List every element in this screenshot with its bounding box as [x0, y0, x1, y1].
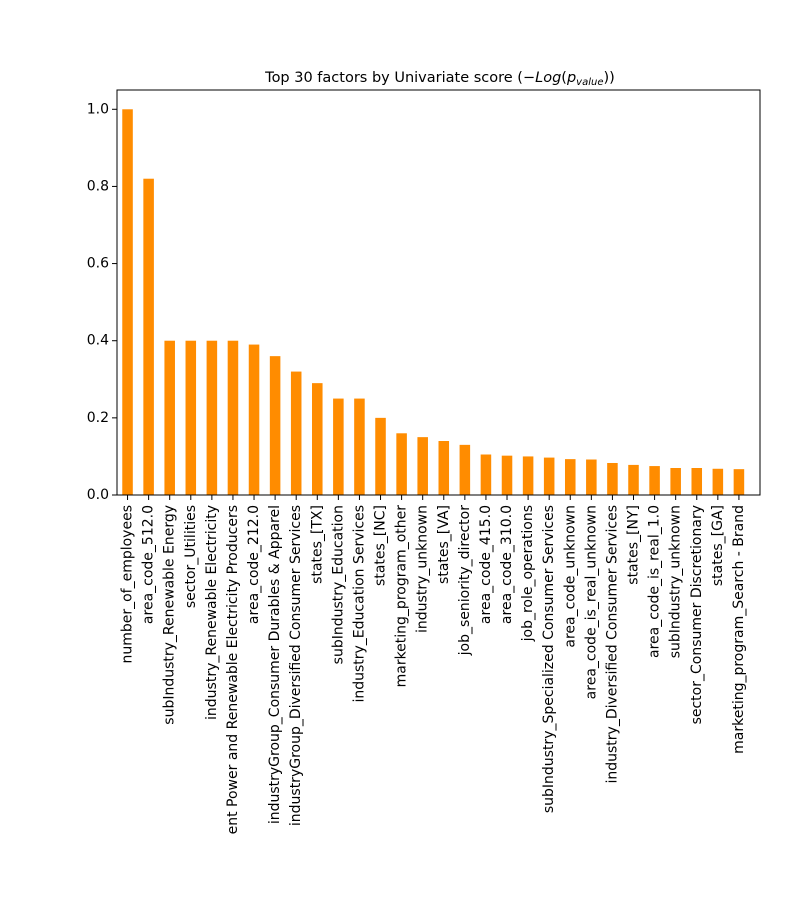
x-tick-label-8: industryGroup_Diversified Consumer Servi…: [288, 505, 304, 826]
bar-13: [396, 433, 407, 495]
x-tick-label-27: sector_Consumer Discretionary: [689, 505, 705, 724]
bar-12: [375, 417, 386, 495]
bar-10: [333, 398, 344, 495]
x-tick-label-18: area_code_310.0: [499, 505, 515, 624]
x-tick-label-14: industry_unknown: [415, 505, 431, 633]
x-tick-label-26: subIndustry_unknown: [668, 505, 684, 658]
x-tick-label-9: states_[TX]: [309, 505, 325, 584]
x-tick-label-21: area_code_unknown: [562, 505, 578, 648]
bar-16: [459, 444, 471, 495]
plot-frame: [116, 89, 761, 496]
x-tick-label-28: states_[GA]: [710, 505, 726, 586]
x-tick-label-15: states_[VA]: [436, 505, 452, 584]
bar-18: [501, 455, 513, 495]
bar-11: [354, 398, 365, 495]
bar-4: [206, 340, 218, 495]
x-tick-label-19: job_role_operations: [520, 505, 536, 642]
bar-17: [480, 454, 492, 495]
bar-14: [417, 437, 428, 495]
chart-title-close-paren: )): [604, 70, 615, 86]
chart-title-p: p: [566, 70, 576, 86]
x-tick-label-16: job_seniority_director: [457, 505, 473, 657]
chart-title-log: Log: [535, 70, 561, 86]
bar-1: [143, 178, 154, 495]
x-axis: number_of_employees area_code_512.0 subInd…: [120, 495, 747, 834]
x-tick-label-17: area_code_415.0: [478, 505, 494, 624]
x-tick-label-20: subIndustry_Specialized Consumer Service…: [541, 505, 557, 813]
chart-title-minus: −: [523, 70, 535, 86]
y-axis: 0.0 0.2 0.4 0.6 0.8 1.0: [87, 101, 117, 503]
bar-7: [269, 356, 281, 495]
bar-25: [649, 466, 660, 495]
bar-28: [712, 468, 724, 495]
bar-22: [586, 459, 597, 495]
x-tick-label-5: ent Power and Renewable Electricity Prod…: [225, 505, 241, 834]
bar-19: [522, 456, 534, 495]
chart-title-prefix: Top 30 factors by Univariate score (: [264, 70, 523, 86]
bar-8: [290, 371, 302, 495]
x-tick-label-12: states_[NC]: [373, 505, 389, 586]
bar-23: [607, 462, 618, 495]
bar-27: [691, 468, 703, 495]
x-tick-label-24: states_[NY]: [626, 505, 642, 585]
x-tick-label-13: marketing_program_other: [394, 505, 410, 688]
x-tick-label-25: area_code_is_real_1.0: [647, 505, 663, 658]
bar-15: [438, 441, 450, 495]
bar-6: [248, 344, 260, 495]
bar-0: [122, 109, 133, 495]
bar-21: [564, 459, 576, 495]
bar-20: [543, 457, 555, 495]
bar-24: [628, 464, 639, 495]
x-tick-label-23: industry_Diversified Consumer Services: [604, 505, 620, 784]
x-tick-label-10: subIndustry_Education: [330, 505, 346, 664]
bars-group: [122, 109, 745, 495]
x-tick-label-6: area_code_212.0: [246, 505, 262, 624]
x-tick-label-4: industry_Renewable Electricity: [204, 505, 220, 720]
x-tick-label-29: marketing_program_Search - Brand: [731, 505, 747, 754]
chart-title-subscript: value: [576, 77, 603, 88]
y-tick-label-3: 0.6: [87, 256, 109, 272]
y-tick-label-1: 0.2: [87, 410, 109, 426]
y-tick-label-4: 0.8: [87, 178, 109, 194]
bar-2: [164, 340, 175, 495]
y-tick-label-0: 0.0: [87, 487, 109, 503]
bar-5: [227, 340, 239, 495]
x-tick-label-1: area_code_512.0: [141, 505, 157, 624]
chart-title: Top 30 factors by Univariate score (−Log…: [264, 70, 615, 88]
x-tick-label-7: industryGroup_Consumer Durables & Appare…: [267, 505, 283, 824]
x-tick-label-11: industry_Education Services: [351, 505, 367, 703]
x-tick-label-22: area_code_is_real_unknown: [583, 505, 599, 699]
bar-9: [312, 383, 323, 495]
y-tick-label-2: 0.4: [87, 333, 109, 349]
bar-3: [185, 340, 197, 495]
y-tick-label-5: 1.0: [87, 101, 109, 117]
bar-29: [733, 469, 745, 495]
x-tick-label-0: number_of_employees: [120, 505, 136, 664]
x-tick-label-2: subIndustry_Renewable Energy: [162, 505, 178, 725]
x-tick-label-3: sector_Utilities: [183, 505, 199, 608]
bar-26: [670, 468, 681, 495]
chart-title-open-paren: (: [561, 70, 567, 86]
